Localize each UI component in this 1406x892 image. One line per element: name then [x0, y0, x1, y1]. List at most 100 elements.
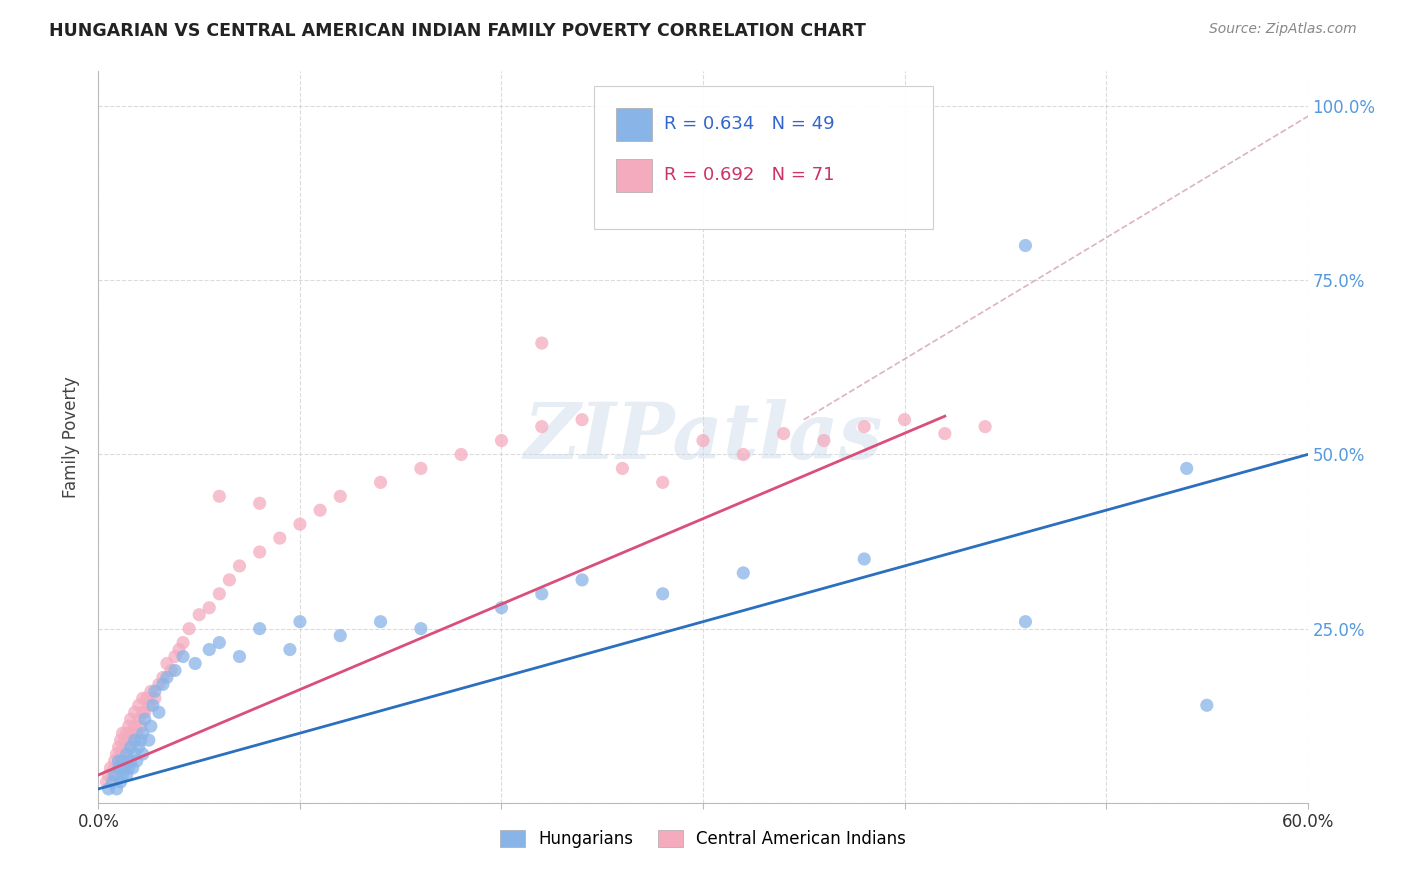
- Point: [96, 775, 118, 789]
- Point: [813, 434, 835, 448]
- Point: [118, 719, 141, 733]
- Point: [103, 768, 125, 782]
- FancyBboxPatch shape: [595, 86, 932, 228]
- Point: [530, 336, 553, 351]
- Point: [733, 566, 755, 580]
- Point: [772, 426, 794, 441]
- Point: [120, 712, 142, 726]
- Point: [208, 635, 231, 649]
- Point: [114, 733, 136, 747]
- Point: [208, 489, 231, 503]
- Point: [974, 419, 997, 434]
- Point: [172, 649, 194, 664]
- Point: [111, 754, 134, 768]
- Point: [129, 733, 152, 747]
- Point: [120, 754, 142, 768]
- Point: [101, 768, 124, 782]
- Point: [107, 740, 129, 755]
- Point: [134, 705, 156, 719]
- Point: [853, 552, 876, 566]
- Point: [1014, 238, 1036, 252]
- Point: [138, 733, 160, 747]
- Point: [218, 573, 240, 587]
- Point: [142, 698, 165, 713]
- Point: [450, 448, 472, 462]
- Point: [124, 719, 146, 733]
- Point: [184, 657, 207, 671]
- Point: [103, 754, 125, 768]
- Point: [132, 726, 155, 740]
- Point: [148, 705, 170, 719]
- Point: [167, 642, 190, 657]
- Point: [107, 754, 129, 768]
- Point: [97, 768, 120, 782]
- Point: [249, 622, 271, 636]
- Point: [163, 649, 186, 664]
- Point: [329, 489, 352, 503]
- Point: [107, 761, 129, 775]
- Text: Source: ZipAtlas.com: Source: ZipAtlas.com: [1209, 22, 1357, 37]
- Point: [651, 587, 673, 601]
- Point: [125, 754, 148, 768]
- Point: [121, 761, 143, 775]
- Point: [135, 691, 157, 706]
- Point: [114, 747, 136, 761]
- Point: [97, 781, 120, 796]
- Point: [269, 531, 291, 545]
- Point: [172, 635, 194, 649]
- Point: [110, 747, 132, 761]
- Point: [571, 573, 593, 587]
- Point: [105, 747, 128, 761]
- Point: [1014, 615, 1036, 629]
- Point: [228, 649, 250, 664]
- Point: [208, 587, 231, 601]
- Y-axis label: Family Poverty: Family Poverty: [62, 376, 80, 498]
- Point: [132, 747, 155, 761]
- Point: [309, 503, 332, 517]
- Point: [370, 475, 392, 490]
- Point: [101, 775, 124, 789]
- Point: [129, 719, 152, 733]
- Point: [132, 705, 155, 719]
- Text: HUNGARIAN VS CENTRAL AMERICAN INDIAN FAMILY POVERTY CORRELATION CHART: HUNGARIAN VS CENTRAL AMERICAN INDIAN FAM…: [49, 22, 866, 40]
- Point: [120, 726, 142, 740]
- Point: [143, 691, 166, 706]
- Bar: [616, 108, 652, 141]
- Point: [370, 615, 392, 629]
- Point: [100, 761, 122, 775]
- Point: [115, 740, 138, 755]
- Point: [120, 740, 142, 755]
- Legend: Hungarians, Central American Indians: Hungarians, Central American Indians: [491, 822, 915, 856]
- Point: [134, 712, 156, 726]
- Point: [110, 733, 132, 747]
- Point: [152, 677, 174, 691]
- Point: [152, 670, 174, 684]
- Point: [115, 726, 138, 740]
- Point: [128, 740, 150, 755]
- Point: [125, 726, 148, 740]
- Point: [105, 781, 128, 796]
- Point: [198, 642, 221, 657]
- Text: R = 0.692   N = 71: R = 0.692 N = 71: [664, 166, 835, 185]
- Point: [409, 461, 432, 475]
- Point: [103, 761, 125, 775]
- Point: [188, 607, 211, 622]
- Point: [115, 768, 138, 782]
- Point: [491, 600, 513, 615]
- Point: [288, 517, 311, 532]
- Point: [733, 448, 755, 462]
- Point: [139, 684, 162, 698]
- Point: [249, 545, 271, 559]
- Text: ZIPatlas: ZIPatlas: [523, 399, 883, 475]
- Point: [934, 426, 956, 441]
- Point: [118, 733, 141, 747]
- Point: [121, 733, 143, 747]
- Point: [132, 691, 155, 706]
- Point: [111, 726, 134, 740]
- Bar: [616, 159, 652, 192]
- Point: [163, 664, 186, 678]
- Point: [288, 615, 311, 629]
- Point: [409, 622, 432, 636]
- Point: [278, 642, 301, 657]
- Point: [128, 698, 150, 713]
